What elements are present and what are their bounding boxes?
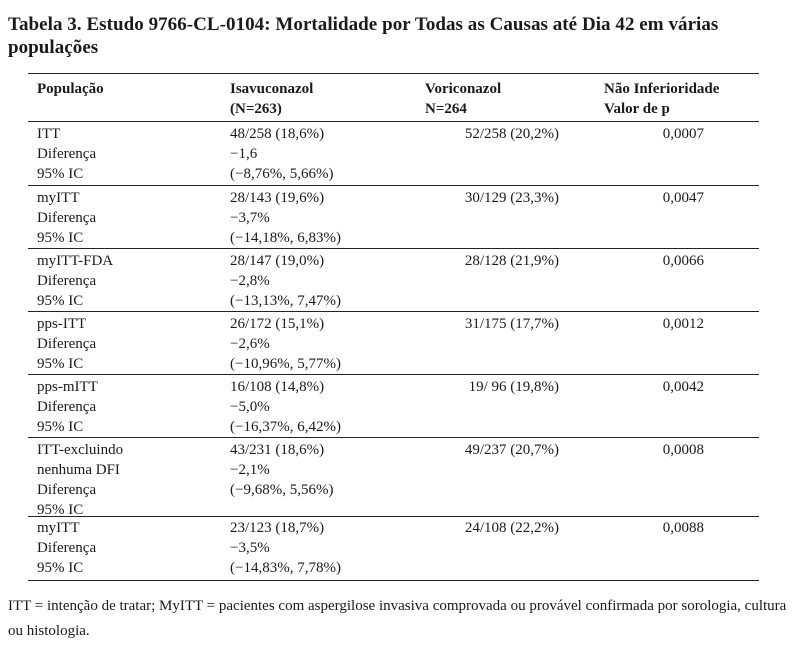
p-value: 0,0088: [662, 520, 704, 536]
row-divider: [28, 185, 759, 186]
row-isavuconazol: 16/108 (14,8%) −5,0% (−16,37%, 6,42%): [230, 377, 341, 437]
p-value: 0,0066: [662, 253, 704, 269]
row-population: ITT-excluindo nenhuma DFI Diferença 95% …: [37, 440, 123, 520]
voriconazol-value: 31/175 (17,7%): [464, 316, 559, 332]
ci-label: 95% IC: [37, 293, 84, 309]
row-population: myITT Diferença 95% IC: [37, 518, 96, 578]
ci-label: 95% IC: [37, 560, 84, 576]
difference-label: Diferença: [37, 399, 97, 415]
ci-label: 95% IC: [37, 356, 84, 372]
row-isavuconazol: 48/258 (18,6%) −1,6 (−8,76%, 5,66%): [230, 124, 333, 184]
header-non-inferiority: Não Inferioridade Valor de p: [604, 79, 719, 119]
population-name: myITT: [37, 190, 80, 206]
header-population: População: [37, 81, 104, 97]
mortality-table: [28, 73, 759, 581]
difference-label: Diferença: [37, 146, 97, 162]
header-voriconazol-name: Voriconazol: [425, 81, 502, 97]
difference-value: −5,0%: [230, 399, 270, 415]
row-isavuconazol: 43/231 (18,6%) −2,1% (−9,68%, 5,56%): [230, 440, 333, 500]
p-value: 0,0042: [662, 379, 704, 395]
difference-label: Diferença: [37, 540, 97, 556]
population-name-continued: nenhuma DFI: [37, 462, 120, 478]
voriconazol-value: 30/129 (23,3%): [464, 190, 559, 206]
ci-label: 95% IC: [37, 230, 84, 246]
isavuconazol-value: 28/147 (19,0%): [230, 253, 325, 269]
row-divider: [28, 437, 759, 438]
difference-value: −2,1%: [230, 462, 270, 478]
p-value: 0,0007: [662, 126, 704, 142]
ci-value: (−9,68%, 5,56%): [230, 482, 334, 498]
p-value: 0,0047: [662, 190, 704, 206]
population-name: pps-mITT: [37, 379, 98, 395]
table-footnote: ITT = intenção de tratar; MyITT = pacien…: [8, 598, 787, 639]
isavuconazol-value: 48/258 (18,6%): [230, 126, 325, 142]
ci-value: (−13,13%, 7,47%): [230, 293, 341, 309]
row-isavuconazol: 28/143 (19,6%) −3,7% (−14,18%, 6,83%): [230, 188, 341, 248]
voriconazol-value: 49/237 (20,7%): [464, 442, 559, 458]
ci-value: (−14,83%, 7,78%): [230, 560, 341, 576]
header-voriconazol-n: N=264: [425, 101, 467, 117]
population-name: ITT: [37, 126, 61, 142]
header-voriconazol: Voriconazol N=264: [425, 79, 501, 119]
row-population: myITT Diferença 95% IC: [37, 188, 96, 248]
row-isavuconazol: 23/123 (18,7%) −3,5% (−14,83%, 7,78%): [230, 518, 341, 578]
difference-value: −3,5%: [230, 540, 270, 556]
header-isavuconazol-name: Isavuconazol: [230, 81, 314, 97]
voriconazol-value: 52/258 (20,2%): [464, 126, 559, 142]
difference-value: −2,6%: [230, 336, 270, 352]
ci-value: (−8,76%, 5,66%): [230, 166, 334, 182]
row-population: pps-mITT Diferença 95% IC: [37, 377, 98, 437]
row-divider: [28, 516, 759, 517]
ci-label: 95% IC: [37, 166, 84, 182]
table-title: Tabela 3. Estudo 9766-CL-0104: Mortalida…: [8, 14, 719, 58]
difference-label: Diferença: [37, 336, 97, 352]
header-non-inferiority-label: Não Inferioridade: [604, 81, 720, 97]
ci-value: (−16,37%, 6,42%): [230, 419, 341, 435]
ci-value: (−14,18%, 6,83%): [230, 230, 341, 246]
header-p-value-label: Valor de p: [604, 101, 670, 117]
difference-label: Diferença: [37, 482, 97, 498]
difference-label: Diferença: [37, 210, 97, 226]
population-name: ITT-excluindo: [37, 442, 124, 458]
difference-label: Diferença: [37, 273, 97, 289]
difference-value: −3,7%: [230, 210, 270, 226]
header-isavuconazol-n: (N=263): [230, 101, 282, 117]
row-population: myITT-FDA Diferença 95% IC: [37, 251, 113, 311]
isavuconazol-value: 23/123 (18,7%): [230, 520, 325, 536]
row-divider: [28, 311, 759, 312]
row-isavuconazol: 26/172 (15,1%) −2,6% (−10,96%, 5,77%): [230, 314, 341, 374]
isavuconazol-value: 16/108 (14,8%): [230, 379, 325, 395]
isavuconazol-value: 26/172 (15,1%): [230, 316, 325, 332]
row-population: ITT Diferença 95% IC: [37, 124, 96, 184]
population-name: myITT: [37, 520, 80, 536]
population-name: myITT-FDA: [37, 253, 114, 269]
voriconazol-value: 24/108 (22,2%): [464, 520, 559, 536]
row-isavuconazol: 28/147 (19,0%) −2,8% (−13,13%, 7,47%): [230, 251, 341, 311]
p-value: 0,0008: [662, 442, 704, 458]
ci-label: 95% IC: [37, 419, 84, 435]
isavuconazol-value: 43/231 (18,6%): [230, 442, 325, 458]
ci-value: (−10,96%, 5,77%): [230, 356, 341, 372]
row-population: pps-ITT Diferença 95% IC: [37, 314, 96, 374]
population-name: pps-ITT: [37, 316, 87, 332]
header-isavuconazol: Isavuconazol (N=263): [230, 79, 313, 119]
p-value: 0,0012: [662, 316, 704, 332]
difference-value: −2,8%: [230, 273, 270, 289]
row-divider: [28, 374, 759, 375]
voriconazol-value: 28/128 (21,9%): [464, 253, 559, 269]
header-divider: [28, 121, 759, 122]
row-divider: [28, 248, 759, 249]
voriconazol-value: 19/ 96 (19,8%): [468, 379, 559, 395]
ci-label: 95% IC: [37, 502, 84, 518]
difference-value: −1,6: [230, 146, 258, 162]
isavuconazol-value: 28/143 (19,6%): [230, 190, 325, 206]
